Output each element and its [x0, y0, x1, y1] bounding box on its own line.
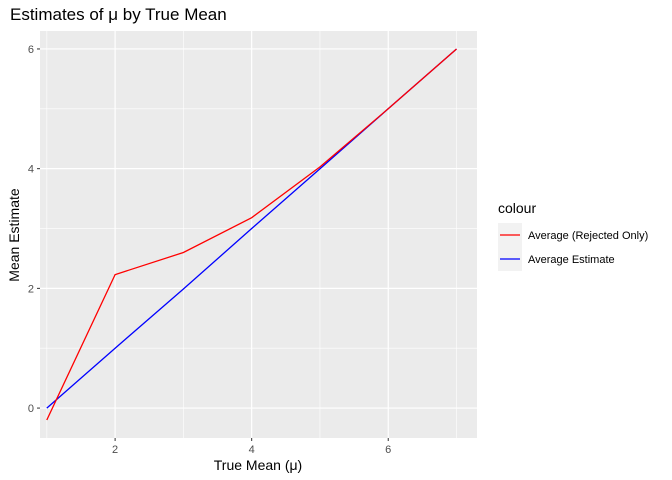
y-tick-label: 4 [28, 164, 34, 176]
legend-label: Average (Rejected Only) [528, 230, 648, 242]
legend: colour Average (Rejected Only) Average Es… [498, 200, 648, 271]
x-axis-title: True Mean (μ) [214, 457, 302, 473]
x-tick-label: 2 [112, 444, 118, 456]
y-axis-ticks: 0 2 4 6 [28, 44, 40, 415]
series-line-average-rejected-only [46, 48, 457, 421]
series-layer [46, 48, 457, 421]
legend-items: Average (Rejected Only) Average Estimate [498, 223, 648, 271]
y-tick-label: 6 [28, 44, 34, 56]
x-tick-label: 6 [385, 444, 391, 456]
grid-major [40, 31, 477, 438]
chart-title: Estimates of μ by True Mean [10, 5, 227, 24]
y-axis-title: Mean Estimate [6, 188, 22, 282]
legend-label: Average Estimate [528, 254, 615, 266]
x-axis-ticks: 2 4 6 [112, 438, 391, 456]
y-tick-label: 2 [28, 283, 34, 295]
legend-title: colour [498, 200, 536, 216]
plot-panel [40, 31, 477, 438]
x-tick-label: 4 [249, 444, 255, 456]
grid-minor [40, 31, 477, 438]
y-tick-label: 0 [28, 403, 34, 415]
